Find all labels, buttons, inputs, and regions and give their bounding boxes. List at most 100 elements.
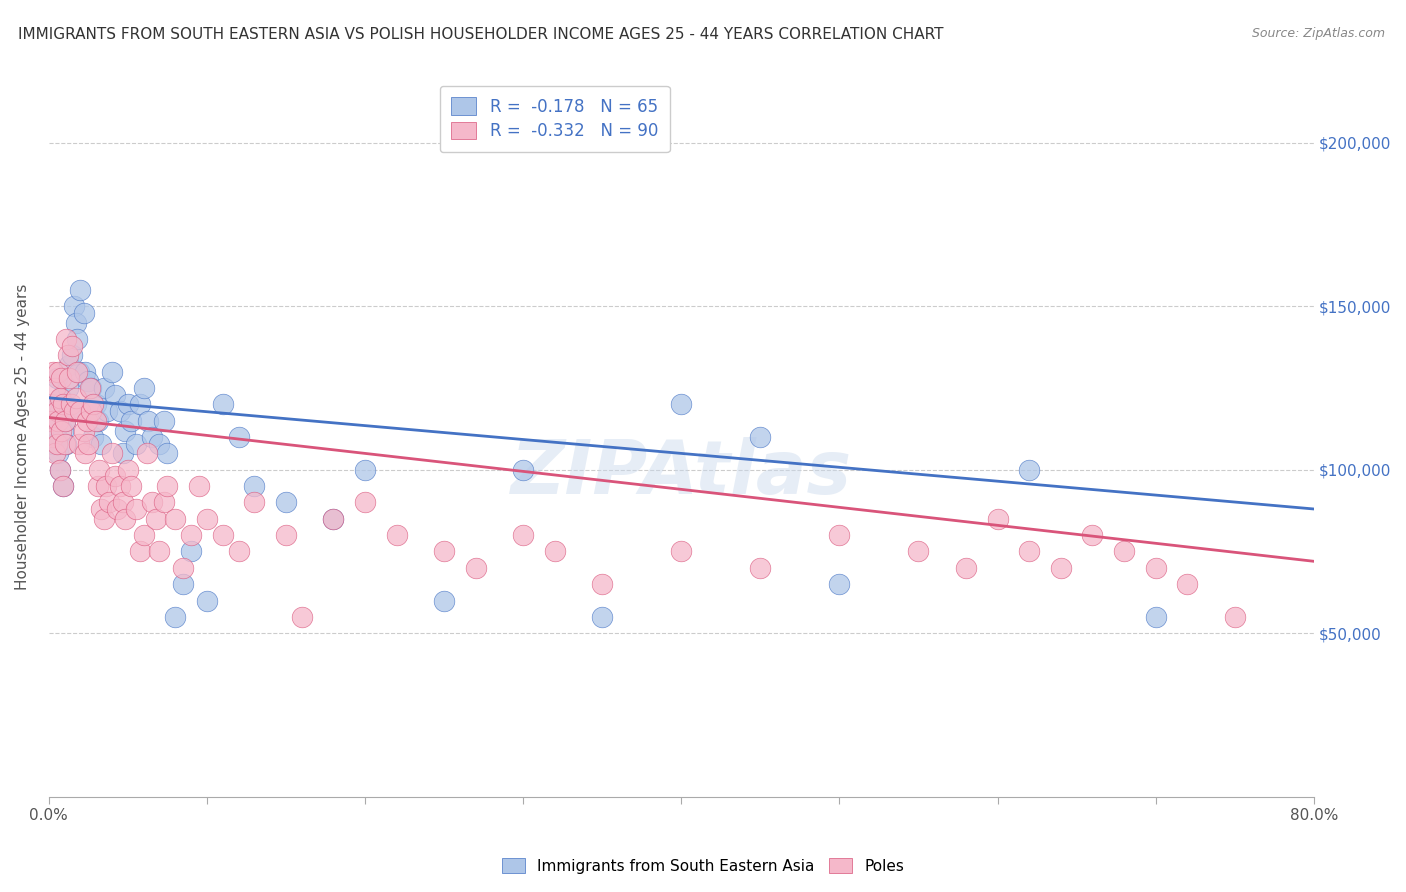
- Point: [44, 381, 66, 395]
- Point: [129, 397, 152, 411]
- Point: [69, 404, 91, 418]
- Point: [80, 381, 103, 395]
- Point: [354, 495, 377, 509]
- Point: [93, 512, 115, 526]
- Point: [135, 446, 157, 460]
- Point: [243, 479, 266, 493]
- Point: [165, 512, 187, 526]
- Point: [1223, 610, 1246, 624]
- Point: [211, 397, 233, 411]
- Point: [591, 610, 613, 624]
- Point: [46, 414, 69, 428]
- Point: [87, 479, 110, 493]
- Point: [385, 528, 408, 542]
- Point: [1049, 561, 1071, 575]
- Point: [828, 528, 851, 542]
- Point: [96, 404, 118, 418]
- Point: [433, 544, 456, 558]
- Point: [84, 414, 107, 428]
- Point: [148, 436, 170, 450]
- Point: [65, 316, 87, 330]
- Point: [433, 593, 456, 607]
- Point: [62, 348, 84, 362]
- Point: [58, 358, 80, 372]
- Point: [1081, 528, 1104, 542]
- Point: [749, 561, 772, 575]
- Point: [195, 593, 218, 607]
- Point: [72, 424, 94, 438]
- Point: [228, 544, 250, 558]
- Point: [62, 338, 84, 352]
- Point: [76, 414, 98, 428]
- Point: [101, 365, 124, 379]
- Point: [69, 283, 91, 297]
- Point: [125, 436, 148, 450]
- Point: [51, 391, 73, 405]
- Point: [117, 463, 139, 477]
- Point: [243, 495, 266, 509]
- Point: [56, 381, 79, 395]
- Point: [46, 446, 69, 460]
- Point: [82, 397, 104, 411]
- Point: [112, 495, 135, 509]
- Point: [907, 544, 929, 558]
- Point: [291, 610, 314, 624]
- Point: [53, 414, 76, 428]
- Text: ZIPAtlas: ZIPAtlas: [510, 436, 852, 509]
- Point: [97, 495, 120, 509]
- Point: [195, 512, 218, 526]
- Point: [132, 381, 155, 395]
- Point: [145, 512, 167, 526]
- Point: [75, 446, 97, 460]
- Point: [125, 502, 148, 516]
- Point: [44, 446, 66, 460]
- Point: [44, 414, 66, 428]
- Point: [228, 430, 250, 444]
- Point: [51, 424, 73, 438]
- Point: [114, 512, 136, 526]
- Point: [104, 469, 127, 483]
- Y-axis label: Householder Income Ages 25 - 44 years: Householder Income Ages 25 - 44 years: [15, 284, 30, 591]
- Point: [67, 436, 90, 450]
- Point: [93, 381, 115, 395]
- Point: [132, 528, 155, 542]
- Point: [1112, 544, 1135, 558]
- Point: [274, 528, 297, 542]
- Point: [65, 391, 87, 405]
- Point: [153, 414, 176, 428]
- Point: [63, 404, 86, 418]
- Point: [55, 332, 77, 346]
- Point: [45, 404, 67, 418]
- Point: [1018, 463, 1040, 477]
- Point: [141, 495, 163, 509]
- Point: [274, 495, 297, 509]
- Point: [108, 404, 131, 418]
- Point: [211, 528, 233, 542]
- Point: [512, 463, 534, 477]
- Point: [39, 397, 62, 411]
- Point: [148, 544, 170, 558]
- Point: [41, 397, 63, 411]
- Point: [120, 479, 142, 493]
- Point: [55, 436, 77, 450]
- Point: [45, 371, 67, 385]
- Point: [671, 544, 693, 558]
- Point: [66, 365, 89, 379]
- Point: [828, 577, 851, 591]
- Legend: Immigrants from South Eastern Asia, Poles: Immigrants from South Eastern Asia, Pole…: [495, 852, 911, 880]
- Point: [89, 463, 111, 477]
- Point: [53, 436, 76, 450]
- Point: [172, 561, 194, 575]
- Point: [104, 387, 127, 401]
- Point: [165, 610, 187, 624]
- Legend: R =  -0.178   N = 65, R =  -0.332   N = 90: R = -0.178 N = 65, R = -0.332 N = 90: [440, 86, 669, 153]
- Point: [58, 371, 80, 385]
- Point: [955, 561, 977, 575]
- Point: [42, 430, 65, 444]
- Point: [322, 512, 344, 526]
- Point: [67, 365, 90, 379]
- Point: [1144, 610, 1167, 624]
- Point: [120, 414, 142, 428]
- Text: Source: ZipAtlas.com: Source: ZipAtlas.com: [1251, 27, 1385, 40]
- Point: [1018, 544, 1040, 558]
